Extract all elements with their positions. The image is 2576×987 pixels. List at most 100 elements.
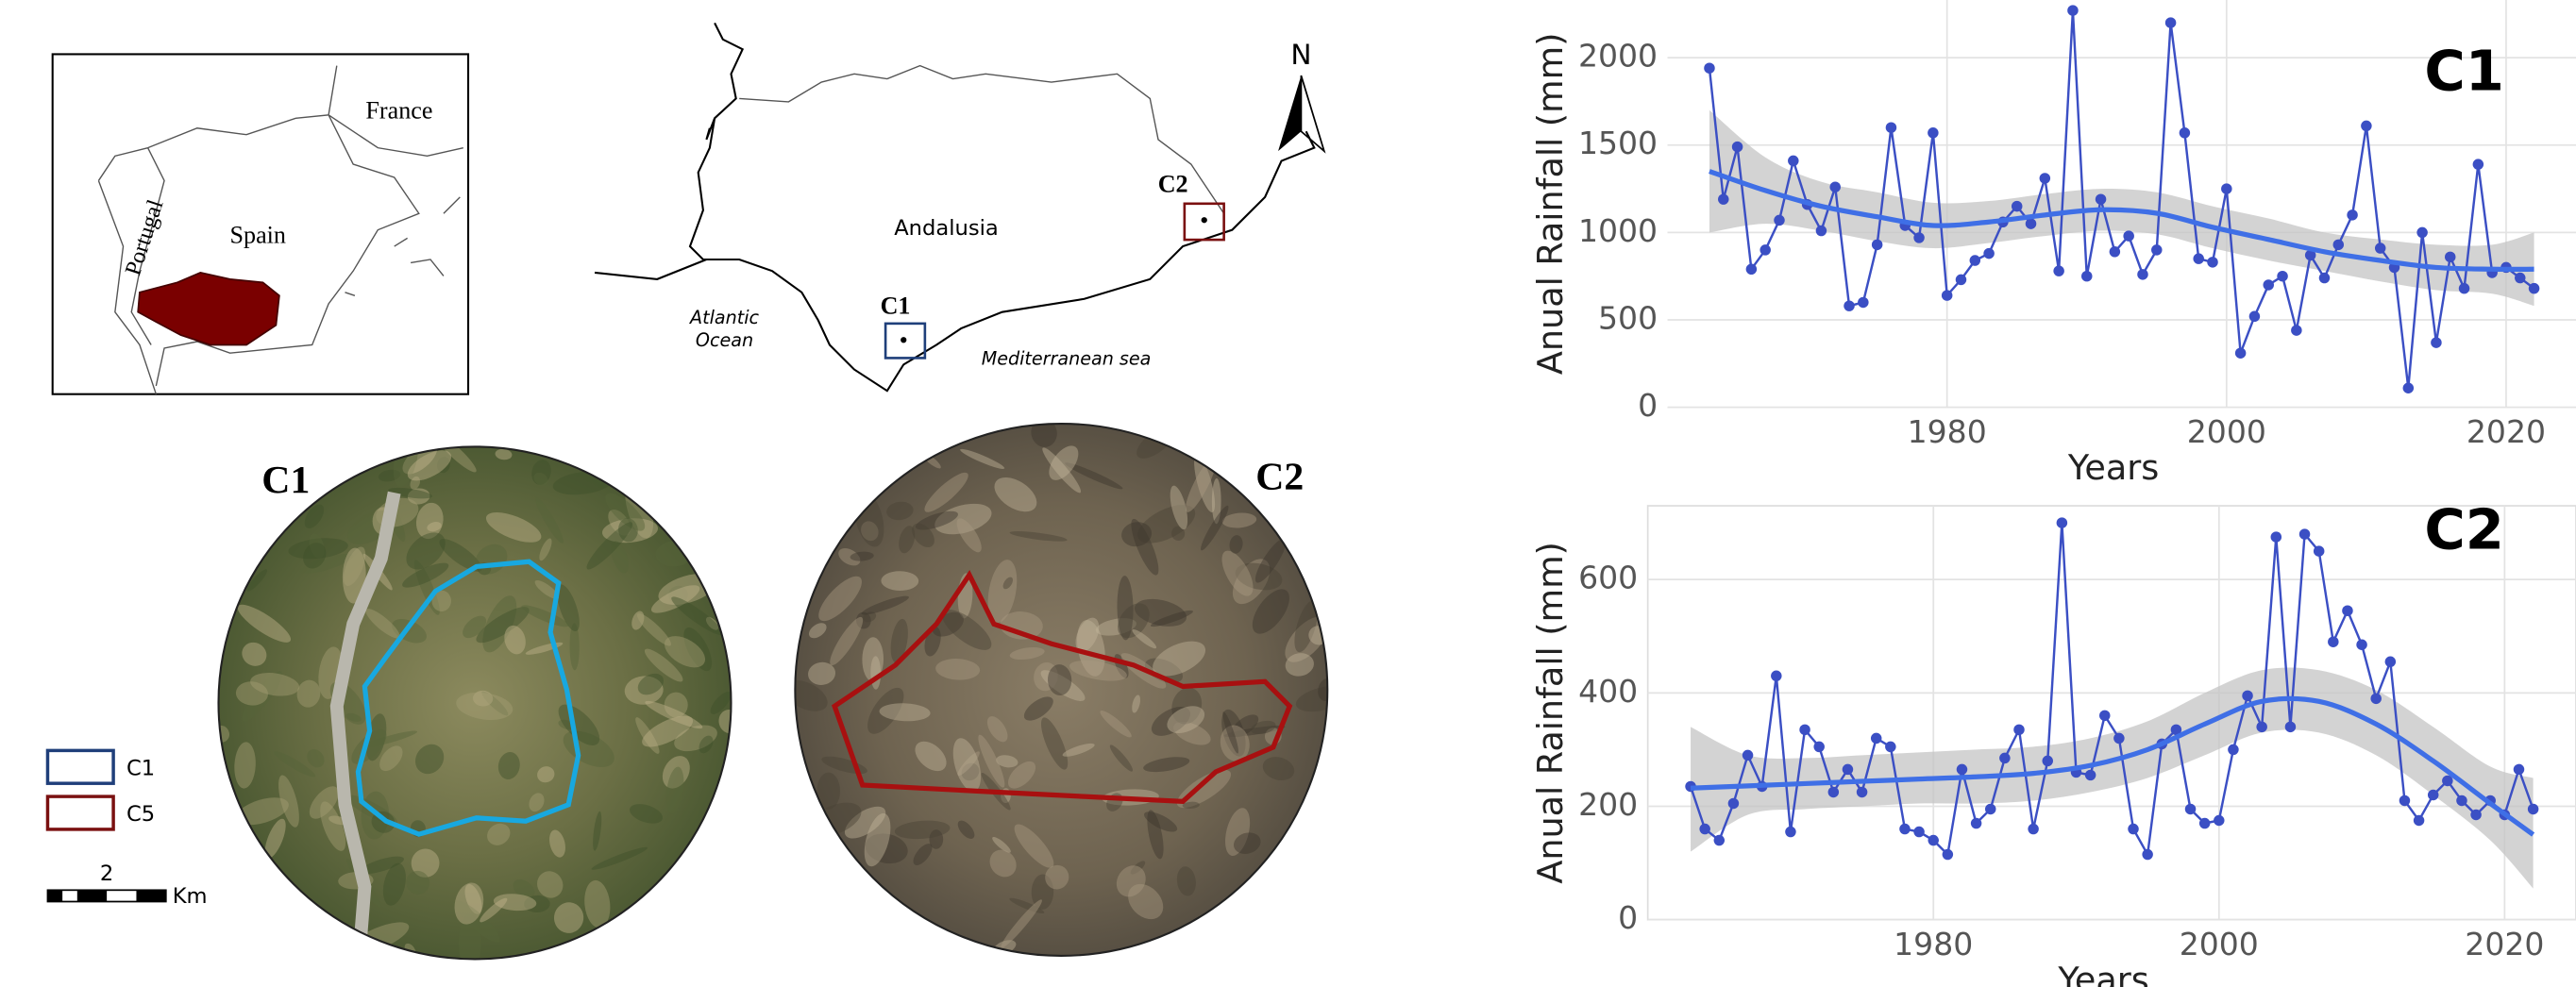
rainfall-point: [2384, 656, 2397, 668]
terrain-patch: [246, 569, 268, 592]
andalusia-region: [137, 272, 280, 346]
rainfall-point: [2128, 823, 2139, 835]
terrain-patch: [535, 497, 564, 544]
terrain-patch: [1002, 577, 1013, 590]
terrain-patch: [435, 446, 477, 473]
terrain-patch: [1171, 687, 1203, 725]
rainfall-point: [2099, 710, 2111, 722]
terrain-patch: [645, 700, 703, 729]
rainfall-point: [1799, 724, 1810, 736]
terrain-patch: [961, 762, 980, 781]
rainfall-point: [2151, 244, 2163, 256]
rainfall-point: [2442, 775, 2453, 787]
terrain-patch: [671, 596, 724, 636]
terrain-patch: [1069, 660, 1127, 681]
rainfall-point: [2291, 325, 2302, 336]
rainfall-point: [2164, 17, 2177, 28]
x-tick-label: 2000: [2180, 926, 2259, 962]
rainfall-point: [2179, 127, 2191, 139]
terrain-patch: [838, 548, 861, 566]
chart-title: C1: [2424, 39, 2504, 104]
rainfall-point: [2248, 310, 2261, 323]
rainfall-point: [1928, 834, 1939, 846]
terrain-patch: [235, 797, 289, 826]
terrain-patch: [413, 560, 440, 615]
inset-frame: [51, 53, 470, 395]
rainfall-point: [1885, 741, 1896, 753]
rainfall-point: [1999, 752, 2011, 764]
terrain-patch: [1130, 861, 1146, 875]
rainfall-point: [2277, 270, 2288, 282]
rainfall-point: [2298, 528, 2311, 540]
terrain-patch: [637, 673, 665, 695]
terrain-patch: [699, 735, 714, 754]
rainfall-point: [2214, 814, 2225, 827]
terrain-patch: [379, 745, 403, 772]
terrain-patch: [1009, 897, 1045, 914]
terrain-patch: [1194, 454, 1216, 513]
terrain-patch: [278, 775, 299, 828]
river: [329, 491, 401, 960]
terrain-patch: [1223, 725, 1286, 738]
x-tick-label: 2000: [2187, 413, 2266, 450]
terrain-patch: [992, 836, 1011, 853]
rainfall-point: [1827, 786, 1840, 798]
rainfall-point: [2304, 249, 2316, 261]
terrain-patch: [1144, 658, 1184, 684]
rainfall-point: [2270, 531, 2282, 543]
rainfall-point: [1870, 732, 1882, 744]
terrain-patch: [537, 766, 555, 783]
rainfall-point: [2137, 269, 2148, 280]
y-tick-label: 1000: [1578, 212, 1658, 249]
terrain-patch: [1147, 810, 1164, 860]
rainfall-point: [2170, 724, 2182, 736]
label-france: France: [365, 96, 432, 124]
terrain-patch: [1095, 618, 1136, 636]
terrain-patch: [912, 523, 934, 548]
rainfall-point: [2313, 545, 2325, 557]
legend-label: C5: [126, 802, 155, 827]
north-arrow: [1300, 75, 1326, 154]
terrain-patch: [1252, 589, 1289, 634]
terrain-patch: [861, 595, 909, 615]
terrain-patch: [1023, 696, 1053, 721]
rainfall-point: [2193, 253, 2204, 264]
terrain-texture: [795, 424, 1328, 955]
terrain-patch: [1143, 757, 1190, 773]
terrain-patch: [537, 871, 564, 898]
rainfall-point: [1813, 741, 1825, 753]
terrain-patch: [956, 518, 982, 553]
terrain-patch: [881, 571, 919, 591]
y-tick-label: 200: [1578, 786, 1638, 823]
terrain-patch: [611, 541, 629, 574]
terrain-patch: [1229, 535, 1243, 554]
rainfall-point: [1727, 797, 1740, 810]
terrain-patch: [242, 642, 267, 666]
terrain-patch: [642, 715, 694, 747]
terrain-patch: [476, 607, 530, 644]
terrain-patch: [1176, 866, 1196, 896]
rainfall-point: [2207, 257, 2218, 268]
terrain-patch: [1151, 707, 1191, 736]
terrain-patch: [410, 476, 420, 490]
rainfall-point: [2356, 639, 2367, 650]
terrain-patch: [288, 538, 348, 560]
scale-seg: [136, 890, 166, 902]
rainfall-point: [1983, 247, 1995, 259]
terrain-patch: [1295, 685, 1328, 712]
rainfall-point: [2067, 5, 2079, 16]
line-chart: 0 200 400 600 1980 2000 2020 Years Anual Rainfal…: [1530, 496, 2576, 987]
terrain-patch: [862, 637, 884, 682]
terrain-patch: [529, 793, 545, 812]
terrain-patch: [1047, 664, 1072, 696]
terrain-patch: [1116, 865, 1146, 897]
terrain-patch: [978, 734, 1005, 788]
y-tick-label: 0: [1638, 387, 1658, 424]
terrain-patch: [1031, 874, 1054, 910]
rainfall-point: [2515, 272, 2526, 284]
x-tick-label: 1980: [1908, 413, 1987, 450]
terrain-patch: [534, 579, 560, 599]
north-arrow: [1278, 75, 1302, 152]
terrain-patch: [1042, 447, 1082, 494]
confidence-band: [1691, 667, 2534, 889]
